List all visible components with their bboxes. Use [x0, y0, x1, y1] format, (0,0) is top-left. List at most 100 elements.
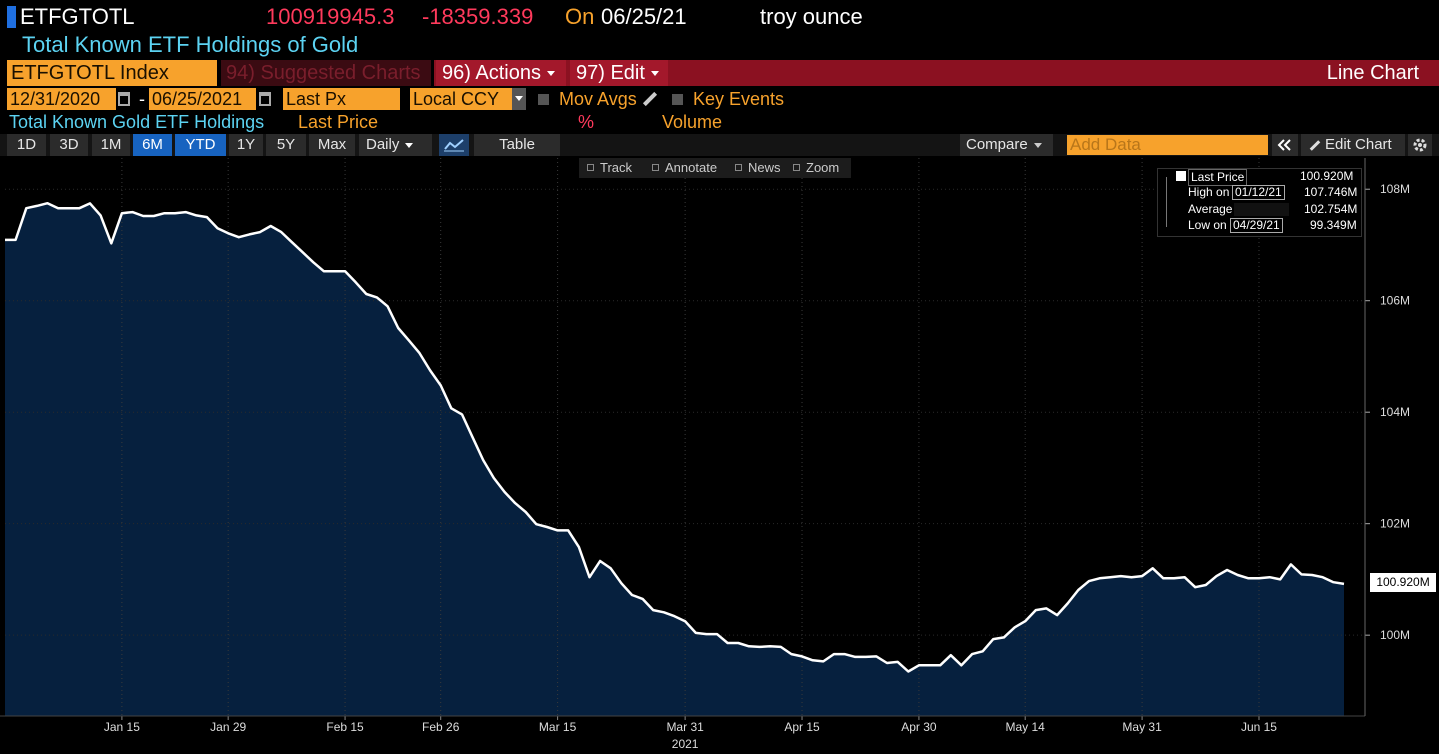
chart-tool[interactable]: Track — [600, 160, 633, 175]
legend-value: 99.349M — [1310, 218, 1357, 232]
mov-avgs[interactable]: Mov Avgs — [559, 89, 637, 109]
x-tick-label: May 14 — [1006, 720, 1046, 734]
key-events[interactable]: Key Events — [693, 89, 785, 109]
area — [5, 203, 1344, 716]
line-chart-icon[interactable] — [439, 134, 469, 156]
change: -18359.339 — [422, 4, 534, 29]
tool-icon — [793, 164, 800, 171]
line — [5, 201, 1345, 673]
tool-icon — [735, 164, 742, 171]
tool-icon — [587, 164, 594, 171]
y-tick-label: 108M — [1380, 182, 1410, 196]
legend-tree — [1166, 193, 1167, 211]
y-tick-label: 102M — [1380, 517, 1410, 531]
legend-value: 102.754M — [1304, 201, 1358, 216]
range-button[interactable]: 6M — [133, 134, 172, 156]
security-input[interactable]: ETFGTOTL Index — [7, 60, 217, 86]
x-tick-label: Mar 15 — [539, 720, 577, 734]
legend-value: 107.746M — [1304, 185, 1358, 199]
legend-value: 100.920M — [1300, 169, 1354, 183]
range-button[interactable]: YTD — [175, 134, 226, 156]
x-tick-label: Apr 15 — [784, 720, 820, 734]
chart-tool[interactable]: Annotate — [665, 160, 718, 175]
x-tick-label: Jun 15 — [1241, 720, 1277, 734]
x-tick-label: Jan 29 — [210, 720, 246, 734]
last-value: 100919945.3 — [266, 4, 395, 29]
legend-tree — [1166, 177, 1167, 194]
panel-percent: % — [578, 112, 595, 132]
legend-label: Average — [1188, 201, 1233, 216]
edit-label: 97) Edit — [576, 62, 645, 84]
range-button[interactable]: 1D — [7, 134, 46, 156]
chart: Jan 15 Jan 29 Feb 15 Feb 26 Mar 15 Mar 31 Apr … — [0, 158, 1410, 751]
compare-label: Compare — [966, 136, 1028, 153]
legend-tree — [1166, 210, 1167, 227]
legend-swatch — [1176, 171, 1186, 181]
panel-volume: Volume — [662, 112, 723, 132]
actions-label: 96) Actions — [442, 62, 541, 84]
period-select[interactable]: Daily — [359, 134, 432, 156]
period-label: Daily — [366, 136, 400, 153]
icon — [1277, 139, 1291, 151]
ticker-marker — [7, 6, 16, 28]
legend-date: 04/29/21 — [1230, 218, 1283, 233]
y-tick-label: 106M — [1380, 294, 1410, 308]
add-data-input[interactable]: Add Data — [1067, 135, 1268, 155]
field-select[interactable]: Last Px — [283, 88, 400, 110]
edit-chart-label: Edit Chart — [1325, 136, 1392, 153]
checkbox[interactable] — [672, 94, 683, 105]
tool-icon — [652, 164, 659, 171]
range-button[interactable]: 1Y — [229, 134, 263, 156]
end-date[interactable]: 06/25/2021 — [149, 88, 256, 110]
chart-tools — [579, 158, 851, 178]
chart-tool[interactable]: Zoom — [806, 160, 840, 175]
range-button[interactable]: 3D — [50, 134, 88, 156]
legend-label: High on — [1188, 185, 1230, 199]
icon — [444, 139, 464, 152]
legend-label: Last Price — [1188, 169, 1248, 186]
legend-date: 01/12/21 — [1232, 185, 1285, 200]
currency-select[interactable]: Local CCY — [410, 88, 512, 110]
range-button[interactable]: Max — [309, 134, 355, 156]
unit: troy ounce — [760, 4, 863, 29]
calendar-icon[interactable] — [118, 92, 130, 106]
range-button[interactable]: 1M — [92, 134, 130, 156]
actions-menu[interactable]: 96) Actions — [436, 60, 566, 86]
icon — [1413, 138, 1427, 152]
collapse-button[interactable] — [1272, 134, 1298, 156]
date: 06/25/21 — [601, 4, 687, 29]
currency-dropdown[interactable] — [512, 88, 526, 110]
compare-menu[interactable]: Compare — [960, 134, 1053, 156]
panel-price: Last Price — [298, 112, 379, 132]
edit-menu[interactable]: 97) Edit — [570, 60, 668, 86]
checkbox[interactable] — [538, 94, 549, 105]
chart-type: Line Chart — [1326, 62, 1419, 84]
chart-tool[interactable]: News — [748, 160, 781, 175]
x-tick-label: Feb 26 — [422, 720, 460, 734]
x-year-label: 2021 — [672, 737, 699, 751]
panel-name: Total Known Gold ETF Holdings — [9, 112, 265, 132]
suggested-charts[interactable]: 94) Suggested Charts — [221, 60, 431, 86]
y-tick-label: 104M — [1380, 405, 1410, 419]
calendar-icon[interactable] — [259, 92, 271, 106]
x-tick-label: Apr 30 — [901, 720, 937, 734]
y-tick-label: 100M — [1380, 628, 1410, 642]
x-tick-label: Jan 15 — [104, 720, 140, 734]
ticker: ETFGTOTL — [20, 4, 135, 29]
settings-button[interactable] — [1408, 134, 1432, 156]
on-label: On — [565, 4, 595, 29]
x-tick-label: Feb 15 — [326, 720, 364, 734]
date-dash: - — [139, 89, 145, 109]
legend-highlight — [1234, 202, 1289, 216]
x-tick-label: Mar 31 — [666, 720, 704, 734]
table-button[interactable]: Table — [474, 134, 560, 156]
pencil-icon[interactable] — [642, 91, 658, 107]
edit-chart-button[interactable]: Edit Chart — [1301, 134, 1405, 156]
start-date[interactable]: 12/31/2020 — [7, 88, 116, 110]
description: Total Known ETF Holdings of Gold — [22, 32, 359, 57]
range-button[interactable]: 5Y — [266, 134, 306, 156]
x-tick-label: May 31 — [1122, 720, 1162, 734]
last-value-tag: 100.920M — [1370, 573, 1436, 592]
legend-label: Low on — [1188, 218, 1227, 232]
